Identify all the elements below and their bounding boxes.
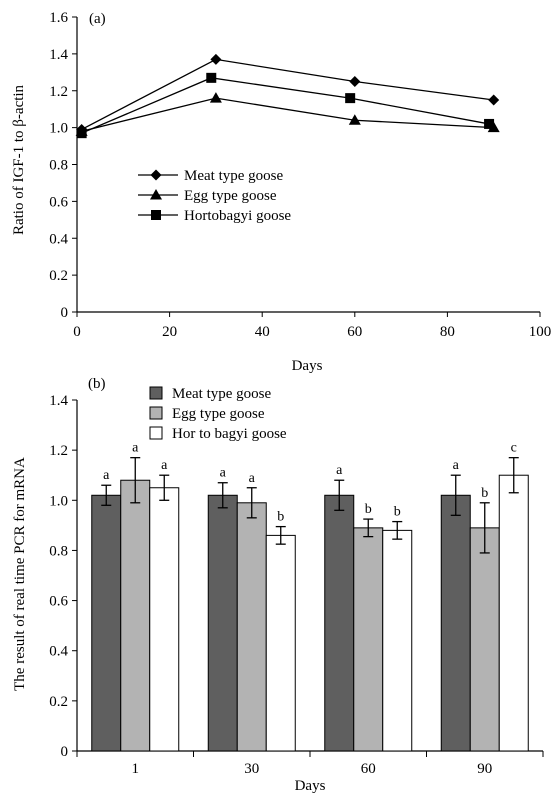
panel-b-legend-swatch [149, 426, 163, 440]
panel-b-y-tick-label: 0.6 [49, 594, 68, 610]
panel-a-x-tick-label: 40 [255, 324, 270, 340]
panel-a-label: (a) [89, 11, 106, 27]
panel-a-y-tick-label: 1.2 [49, 84, 68, 100]
panel-b-bar [440, 494, 471, 752]
panel-a-x-tick-label: 80 [440, 324, 455, 340]
panel-b-bar [236, 502, 267, 752]
panel-b-bar [120, 479, 151, 752]
panel-b-y-tick-label: 1.0 [49, 493, 68, 509]
panel-b-legend-swatch [149, 386, 163, 400]
panel-a-x-tick-label: 60 [347, 324, 362, 340]
panel-b-x-tick-label: 30 [244, 761, 259, 777]
panel-b-y-tick-label: 0.4 [49, 644, 68, 660]
panel-b-label: (b) [88, 376, 106, 392]
panel-b-significance-label: b [277, 510, 284, 525]
panel-b-significance-label: a [161, 458, 168, 473]
panel-b-significance-label: b [481, 486, 488, 501]
panel-a-data-point [348, 114, 361, 125]
panel-a-y-tick-label: 0 [61, 305, 69, 321]
panel-b-bar-chart: (b) 00.20.40.60.81.01.21.4 1 30 60 90 Days … [12, 376, 544, 794]
panel-b-bar [353, 527, 384, 752]
panel-a-legend-label: Meat type goose [184, 168, 283, 184]
panel-b-bar [469, 527, 500, 752]
panel-a-data-point [76, 128, 87, 139]
panel-a-data-point [206, 72, 217, 83]
panel-a-series-line [81, 97, 494, 132]
panel-b-bar [149, 487, 180, 752]
panel-b-y-tick-label: 0.2 [49, 694, 68, 710]
panel-b-significance-label: a [249, 471, 256, 486]
panel-a-legend-label: Hortobagyi goose [184, 208, 291, 224]
panel-a-legend-marker [150, 189, 162, 200]
panel-b-y-axis-title: The result of real time PCR for mRNA [12, 457, 28, 691]
panel-a-data-point [210, 53, 222, 65]
panel-a-y-axis-title: Ratio of IGF-1 to β-actin [11, 84, 27, 235]
panel-a-y-tick-label: 0.2 [49, 268, 68, 284]
panel-a-x-tick-label: 0 [73, 324, 81, 340]
panel-a-y-tick-label: 0.4 [49, 231, 68, 247]
panel-b-x-axis-title: Days [295, 778, 326, 794]
panel-b-significance-label: a [103, 468, 110, 483]
panel-b-y-tick-label: 0 [61, 744, 69, 760]
panel-a-data-point [345, 93, 356, 104]
panel-a-line-chart: (a) 0 0.2 0.4 0.6 0.8 1.0 1.2 1.4 1.6 0 20 40 60 80 1… [11, 10, 551, 374]
panel-b-significance-label: a [220, 466, 227, 481]
panel-b-legend: Meat type goose Egg type goose Hor to bagy… [149, 386, 287, 442]
panel-b-significance-label: a [132, 441, 139, 456]
panel-b-significance-label: b [365, 502, 372, 517]
panel-b-x-tick-label: 60 [361, 761, 376, 777]
panel-b-legend-label: Meat type goose [172, 386, 271, 402]
panel-a-y-tick-label: 1.4 [49, 47, 68, 63]
panel-b-legend-label: Egg type goose [172, 406, 265, 422]
panel-a-x-axis-title: Days [292, 358, 323, 374]
panel-a-legend-marker [150, 169, 162, 181]
panel-a-legend: Meat type goose Egg type goose Hortobagyi … [138, 168, 291, 224]
panel-a-legend-marker [151, 210, 161, 220]
panel-b-bar [324, 494, 355, 752]
panel-a-data-point [349, 76, 361, 88]
panel-b-significance-label: b [394, 505, 401, 520]
panel-a-y-tick-label: 1.0 [49, 121, 68, 137]
panel-b-x-tick-label: 90 [477, 761, 492, 777]
panel-a-y-tick-label: 0.6 [49, 194, 68, 210]
panel-b-legend-label: Hor to bagyi goose [172, 426, 287, 442]
panel-b-significance-label: a [336, 463, 343, 478]
panel-b-legend-swatch [149, 406, 163, 420]
panel-a-legend-label: Egg type goose [184, 188, 277, 204]
panel-a-y-tick-label: 0.8 [49, 158, 68, 174]
panel-b-x-tick-label: 1 [132, 761, 140, 777]
panel-a-x-tick-label: 100 [529, 324, 552, 340]
panel-a-data-point [488, 94, 500, 106]
panel-b-bar [498, 474, 529, 752]
panel-b-bar [265, 534, 296, 752]
panel-b-y-tick-label: 1.4 [49, 393, 68, 409]
panel-a-y-tick-label: 1.6 [49, 10, 68, 26]
panel-a-data-point [484, 118, 495, 129]
panel-b-significance-label: a [453, 458, 460, 473]
panel-b-bar [207, 494, 238, 752]
panel-b-y-tick-label: 0.8 [49, 543, 68, 559]
panel-b-y-tick-label: 1.2 [49, 443, 68, 459]
panel-a-data-point [209, 92, 222, 103]
panel-b-bar [91, 494, 122, 752]
panel-b-significance-label: c [511, 441, 517, 456]
panel-b-bar [382, 529, 413, 752]
panel-a-series-line [81, 77, 490, 134]
panel-a-series-line [81, 58, 494, 131]
panel-a-x-tick-label: 20 [162, 324, 177, 340]
